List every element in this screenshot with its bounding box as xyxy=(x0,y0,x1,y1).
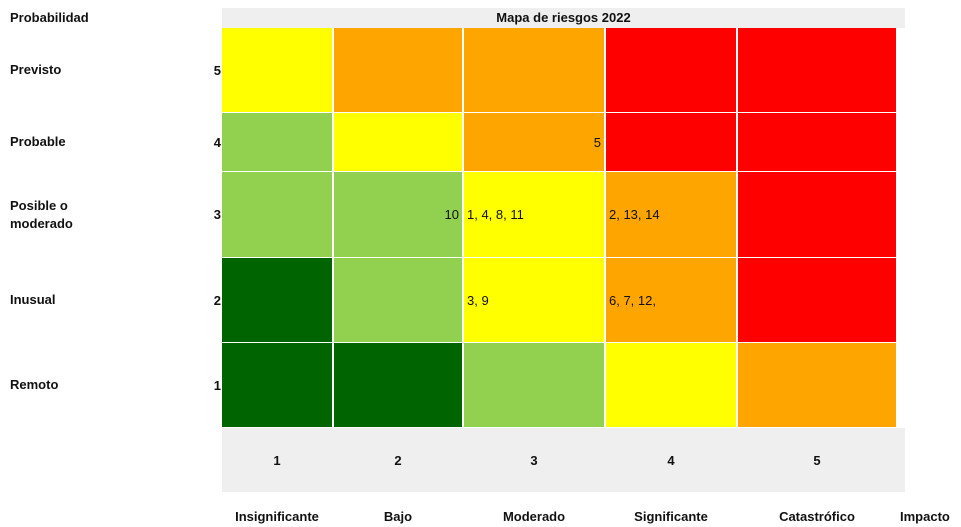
column-band xyxy=(222,428,905,492)
risk-cell xyxy=(222,28,332,112)
risk-cell xyxy=(606,343,736,427)
column-level: 4 xyxy=(667,453,675,468)
column-label: Bajo xyxy=(383,509,413,524)
row-level: 1 xyxy=(213,377,221,393)
row-level: 4 xyxy=(213,134,221,150)
risk-cell: 5 xyxy=(464,113,604,171)
row-label: Probable xyxy=(10,134,66,149)
risk-cell: 2, 13, 14 xyxy=(606,172,736,257)
risk-cell xyxy=(738,28,896,112)
risk-cell xyxy=(222,343,332,427)
column-label: Significante xyxy=(634,509,708,524)
risk-cell xyxy=(606,28,736,112)
column-level: 5 xyxy=(813,453,821,468)
x-title: Impacto xyxy=(900,509,950,524)
row-level: 3 xyxy=(213,207,221,222)
column-level: 1 xyxy=(273,453,281,468)
column-label: Insignificante xyxy=(235,509,319,524)
y-title: Probabilidad xyxy=(10,10,89,25)
risk-cell xyxy=(464,28,604,112)
row-level: 5 xyxy=(213,62,221,78)
risk-cell: 3, 9 xyxy=(464,258,604,342)
risk-cell xyxy=(334,258,462,342)
risk-cell xyxy=(738,172,896,257)
risk-cell xyxy=(222,172,332,257)
row-label: Inusual xyxy=(10,292,56,307)
column-level: 2 xyxy=(394,453,402,468)
row-label: Posible o moderado xyxy=(10,197,73,231)
risk-cell xyxy=(738,258,896,342)
row-label: Previsto xyxy=(10,62,62,77)
risk-cell xyxy=(222,113,332,171)
column-level: 3 xyxy=(530,453,538,468)
risk-cell xyxy=(334,113,462,171)
row-level: 2 xyxy=(213,292,221,308)
row-label: Remoto xyxy=(10,377,59,392)
map-title: Mapa de riesgos 2022 xyxy=(496,10,631,25)
risk-cell xyxy=(334,28,462,112)
column-label: Moderado xyxy=(502,509,566,524)
risk-cell xyxy=(464,343,604,427)
header-band xyxy=(222,8,905,28)
risk-cell xyxy=(606,113,736,171)
risk-cell xyxy=(738,343,896,427)
risk-cell: 10 xyxy=(334,172,462,257)
risk-cell xyxy=(738,113,896,171)
risk-cell xyxy=(222,258,332,342)
risk-cell: 1, 4, 8, 11 xyxy=(464,172,604,257)
column-label: Catastrófico xyxy=(779,509,855,524)
risk-cell: 6, 7, 12, xyxy=(606,258,736,342)
risk-cell xyxy=(334,343,462,427)
